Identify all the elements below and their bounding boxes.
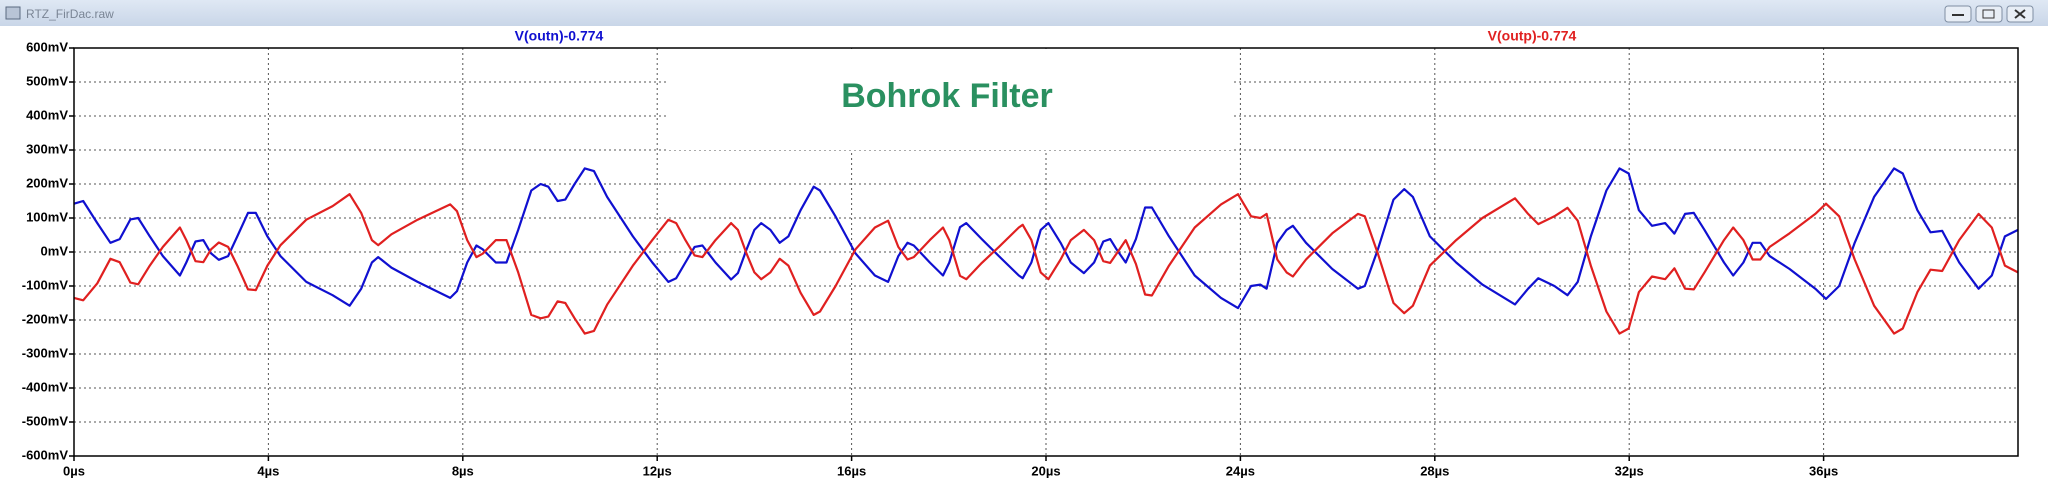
x-tick-label: 12µs [643, 463, 672, 478]
title-bar [0, 0, 2048, 26]
y-tick-label: -100mV [22, 277, 69, 292]
restore-glyph [1982, 9, 1995, 19]
x-tick-label: 32µs [1615, 463, 1644, 478]
x-tick-label: 0µs [63, 463, 85, 478]
y-tick-label: 0mV [41, 243, 69, 258]
window-title: RTZ_FirDac.raw [26, 7, 114, 21]
y-tick-label: 500mV [26, 73, 68, 88]
y-tick-label: 300mV [26, 141, 68, 156]
window-icon [5, 6, 21, 20]
y-tick-label: -600mV [22, 447, 69, 462]
x-tick-label: 36µs [1809, 463, 1838, 478]
x-tick-label: 28µs [1420, 463, 1449, 478]
window-buttons[interactable] [1944, 5, 2034, 23]
close-glyph [2014, 9, 2026, 19]
traces [73, 167, 2019, 335]
y-tick-label: 100mV [26, 209, 68, 224]
annotation-box [666, 49, 1234, 150]
annotation: Bohrok Filter [841, 77, 1053, 115]
restore-button[interactable] [1975, 5, 2003, 23]
y-tick-label: -400mV [22, 379, 69, 394]
y-tick-label: 600mV [26, 39, 68, 54]
series-line [73, 193, 2019, 335]
x-tick-label: 24µs [1226, 463, 1255, 478]
x-tick-label: 8µs [452, 463, 474, 478]
x-tick-label: 4µs [257, 463, 279, 478]
y-tick-label: -500mV [22, 413, 69, 428]
labels: 600mV 500mV 400mV 300mV 200mV 100mV 0mV -100mV -… [22, 28, 1838, 479]
legend-label: V(outn)-0.774 [515, 28, 604, 44]
y-tick-label: 400mV [26, 107, 68, 122]
series-line [73, 167, 2019, 310]
legend-label: V(outp)-0.774 [1488, 28, 1577, 44]
y-tick-label: -300mV [22, 345, 69, 360]
x-tick-label: 20µs [1031, 463, 1060, 478]
x-tick-label: 16µs [837, 463, 866, 478]
y-tick-label: -200mV [22, 311, 69, 326]
y-tick-label: 200mV [26, 175, 68, 190]
